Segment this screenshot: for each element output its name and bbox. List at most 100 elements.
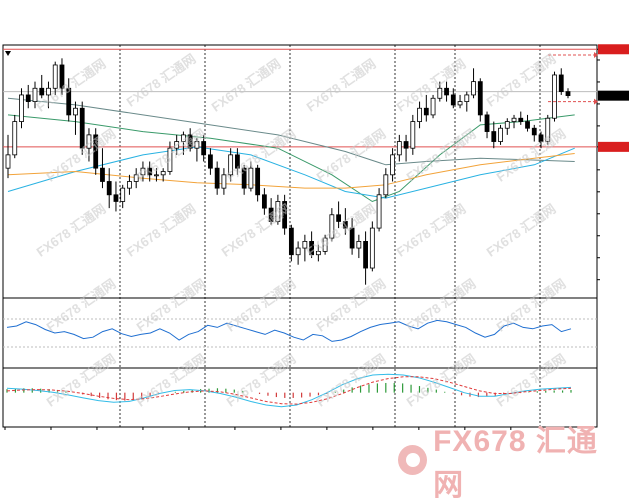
brand-logo-icon [398,445,428,475]
candle-body-68 [464,94,470,102]
candle-body-47 [322,237,328,252]
candle-body-66 [450,94,456,106]
candle-body-74 [504,121,510,129]
candle-body-15 [106,181,112,196]
candle-body-46 [315,250,321,256]
macd-line-1 [6,376,572,405]
candle-body-40 [275,201,281,222]
candle-body-52 [356,241,362,249]
candle-body-44 [302,241,308,249]
candle-body-32 [221,174,227,189]
candle-body-73 [498,127,503,142]
candle-body-23 [160,171,166,176]
candle-body-70 [477,81,483,116]
chart-window: FX678 汇通网 FX678 汇通网 FX678 汇通网 FX678 汇通网 FX67… [2,44,629,502]
candle-body-72 [491,131,497,142]
candle-body-31 [214,167,220,189]
candle-body-49 [336,214,342,222]
price-label-box-1 [598,90,629,101]
candle-body-41 [282,201,288,229]
candle-body-9 [66,87,72,116]
candle-body-82 [558,74,564,93]
candle-body-55 [376,194,382,229]
candle-body-21 [147,167,153,176]
candle-body-81 [552,74,557,119]
trading-chart [2,44,629,430]
candle-body-54 [369,227,375,269]
rsi-pane-frame [2,297,598,369]
candle-body-76 [518,117,524,122]
candle-body-2 [19,94,24,122]
macd-line-0 [6,373,572,408]
candle-body-62 [423,107,429,116]
candle-body-14 [100,167,105,182]
candle-body-75 [511,117,517,122]
candle-body-83 [565,91,571,96]
candle-body-17 [120,187,126,202]
candle-body-20 [140,167,146,176]
candle-body-42 [288,227,294,256]
candle-body-61 [417,107,422,122]
collapse-triangle-icon [5,51,11,56]
candle-body-48 [329,214,335,239]
moving-average-2 [7,146,575,199]
brand-watermark: FX678 汇通网 [398,425,623,502]
candle-body-13 [93,134,99,169]
candle-body-33 [228,154,234,176]
candle-body-18 [127,181,132,189]
candle-body-29 [201,141,207,156]
candle-body-11 [79,107,85,149]
candle-body-38 [261,194,267,209]
candle-body-53 [363,241,368,269]
candle-body-35 [241,167,247,189]
candle-body-30 [208,154,213,169]
candle-body-6 [46,87,51,96]
candle-body-8 [59,64,65,89]
candle-body-51 [349,227,355,249]
rsi-line [6,319,572,342]
candle-body-67 [457,101,463,106]
price-label-box-2 [598,141,629,152]
moving-average-3 [7,153,575,189]
candle-body-79 [538,134,544,142]
candle-body-34 [234,154,240,169]
candle-body-39 [268,207,274,222]
price-label-box-0 [598,44,629,55]
candle-body-78 [531,127,537,136]
candle-body-37 [255,167,261,196]
candle-body-4 [32,87,38,102]
candle-body-57 [390,154,395,176]
arrow-head-icon-0 [594,51,598,58]
candle-body-69 [471,81,476,96]
candle-body-60 [410,121,416,149]
candle-body-59 [403,141,409,149]
candle-body-45 [309,241,315,256]
candle-body-43 [295,247,301,256]
candle-body-36 [248,167,254,189]
candle-body-7 [52,64,58,89]
candle-body-71 [484,114,490,132]
candle-body-28 [194,141,200,149]
candle-body-26 [181,134,186,142]
candle-body-1 [12,121,18,156]
candle-body-0 [5,154,11,169]
candle-body-10 [73,107,78,116]
macd-pane-frame [2,367,598,428]
candle-body-64 [437,87,443,99]
candle-body-58 [396,141,402,156]
candle-body-16 [113,194,119,202]
candle-body-3 [25,94,31,102]
price-pane-frame [2,44,598,299]
candle-body-50 [342,221,348,229]
arrow-head-icon-1 [594,98,598,105]
candle-body-22 [154,174,159,177]
candle-body-80 [545,117,551,142]
candle-body-65 [444,87,449,96]
candle-body-5 [39,87,45,96]
candle-body-56 [383,174,389,196]
candle-body-24 [167,147,173,172]
brand-text: FX678 汇通网 [433,425,598,502]
candle-body-27 [187,134,193,149]
candle-body-63 [430,97,436,116]
candle-body-77 [525,121,530,129]
